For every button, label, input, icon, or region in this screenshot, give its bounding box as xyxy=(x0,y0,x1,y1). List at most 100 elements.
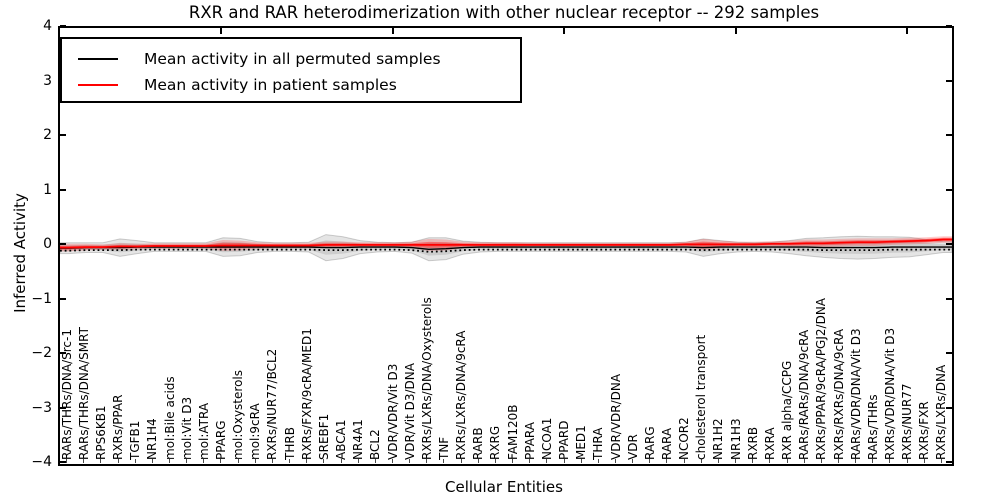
x-tick-mark xyxy=(100,459,102,463)
y-tick-mark xyxy=(60,406,66,409)
x-major-tick-mark xyxy=(734,28,737,34)
x-tick-label: THRB xyxy=(282,427,297,460)
x-tick-mark xyxy=(289,459,291,463)
x-tick-mark xyxy=(889,459,891,463)
x-tick-label: SREBF1 xyxy=(316,413,331,460)
x-tick-label: RPS6KB1 xyxy=(93,405,108,460)
x-tick-mark xyxy=(735,459,737,463)
x-tick-mark xyxy=(83,459,85,463)
y-tick-mark xyxy=(946,25,952,27)
x-tick-label: RARG xyxy=(642,426,657,460)
x-tick-mark xyxy=(254,459,256,463)
x-tick-mark xyxy=(855,459,857,463)
x-tick-mark xyxy=(426,459,428,463)
y-tick-label: −2 xyxy=(31,345,52,361)
legend: Mean activity in all permuted samples Me… xyxy=(60,37,522,103)
y-tick-label: −4 xyxy=(31,454,52,470)
y-tick-mark xyxy=(946,79,952,82)
y-tick-label: −3 xyxy=(31,399,52,416)
y-tick-mark xyxy=(946,243,952,245)
x-tick-label: RARA xyxy=(659,427,674,460)
x-tick-mark xyxy=(220,459,222,463)
y-tick-label: 3 xyxy=(43,72,52,89)
x-tick-mark xyxy=(477,459,479,463)
x-tick-mark xyxy=(443,459,445,463)
x-tick-mark xyxy=(838,459,839,463)
x-tick-label: VDR xyxy=(625,434,640,460)
x-tick-mark xyxy=(717,459,719,463)
x-tick-mark xyxy=(340,459,342,463)
x-tick-label: RARs/VDR/DNA/Vit D3 xyxy=(848,328,863,460)
x-tick-label: RXRG xyxy=(488,425,503,460)
x-tick-mark xyxy=(306,459,308,463)
x-tick-mark xyxy=(494,459,496,463)
y-tick-mark xyxy=(946,406,952,409)
x-tick-label: RXRs/NUR77/BCL2 xyxy=(265,348,280,460)
x-tick-mark xyxy=(169,459,170,463)
x-tick-mark xyxy=(700,459,702,463)
x-tick-mark xyxy=(151,459,153,463)
x-tick-label: NR1H4 xyxy=(145,418,160,460)
patient-mean-line xyxy=(60,238,952,249)
x-tick-label: NCOA1 xyxy=(539,417,554,460)
y-tick-mark xyxy=(60,188,66,191)
x-tick-label: TGFB1 xyxy=(128,420,143,460)
x-tick-mark xyxy=(752,459,754,463)
y-tick-mark xyxy=(946,461,952,463)
x-tick-label: RXRs/LXRs/DNA xyxy=(934,364,949,460)
x-tick-mark xyxy=(237,459,239,463)
y-tick-mark xyxy=(946,134,952,136)
x-tick-mark xyxy=(923,459,925,463)
x-tick-mark xyxy=(512,459,514,463)
x-tick-label: RXR alpha/CCPG xyxy=(780,360,795,460)
chart-title: RXR and RAR heterodimerization with othe… xyxy=(188,3,820,22)
legend-row-permuted: Mean activity in all permuted samples xyxy=(62,45,441,73)
legend-label-patient: Mean activity in patient samples xyxy=(144,76,397,94)
x-tick-label: RXRs/LXRs/DNA/Oxysterols xyxy=(419,297,434,460)
x-tick-mark xyxy=(786,459,788,463)
x-tick-label: BCL2 xyxy=(368,429,383,460)
x-tick-label: RXRs/NUR77 xyxy=(900,383,915,460)
x-tick-mark xyxy=(803,459,805,463)
legend-row-patient: Mean activity in patient samples xyxy=(62,71,397,99)
x-major-tick-mark xyxy=(219,28,222,34)
x-tick-label: RXRs/FXR/9cRA/MED1 xyxy=(299,328,314,460)
x-tick-mark xyxy=(769,459,771,463)
x-tick-mark xyxy=(820,459,822,463)
x-tick-mark xyxy=(134,459,136,463)
x-tick-label: RARs/THRs/DNA/Src-1 xyxy=(59,329,74,460)
permuted-mean-line xyxy=(60,246,952,251)
x-tick-label: cholesterol transport xyxy=(694,334,709,460)
x-tick-label: ABCA1 xyxy=(334,419,349,460)
x-tick-mark xyxy=(66,459,68,463)
y-tick-label: 0 xyxy=(43,236,52,252)
y-tick-mark xyxy=(60,243,66,245)
x-tick-label: NR1H3 xyxy=(728,418,743,460)
y-tick-mark xyxy=(946,352,952,354)
y-tick-mark xyxy=(946,297,952,300)
x-tick-mark xyxy=(529,459,531,463)
x-tick-label: RXRs/PPAR xyxy=(111,394,126,460)
y-tick-mark xyxy=(60,461,66,463)
x-tick-label: mol:Vit D3 xyxy=(179,396,194,460)
x-tick-mark xyxy=(632,459,634,463)
x-major-tick-mark xyxy=(563,28,566,34)
x-tick-label: VDR/Vit D3/DNA xyxy=(402,363,417,460)
y-tick-mark xyxy=(60,352,66,354)
x-axis-label: Cellular Entities xyxy=(445,478,563,496)
x-major-tick-mark xyxy=(391,28,394,34)
y-tick-label: 1 xyxy=(43,181,52,198)
x-tick-label: VDR/VDR/Vit D3 xyxy=(385,363,400,460)
x-tick-label: PPARG xyxy=(213,420,228,460)
x-tick-mark xyxy=(615,459,616,463)
x-tick-label: RXRs/VDR/DNA/Vit D3 xyxy=(882,327,897,460)
x-tick-mark xyxy=(203,459,205,463)
chart-canvas xyxy=(60,234,952,262)
x-tick-label: FAM120B xyxy=(505,404,520,461)
x-tick-label: RXRs/FXR xyxy=(917,401,932,460)
x-tick-label: RARB xyxy=(471,427,486,460)
x-tick-mark xyxy=(683,459,685,463)
x-tick-mark xyxy=(460,459,462,463)
x-tick-mark xyxy=(666,459,668,463)
